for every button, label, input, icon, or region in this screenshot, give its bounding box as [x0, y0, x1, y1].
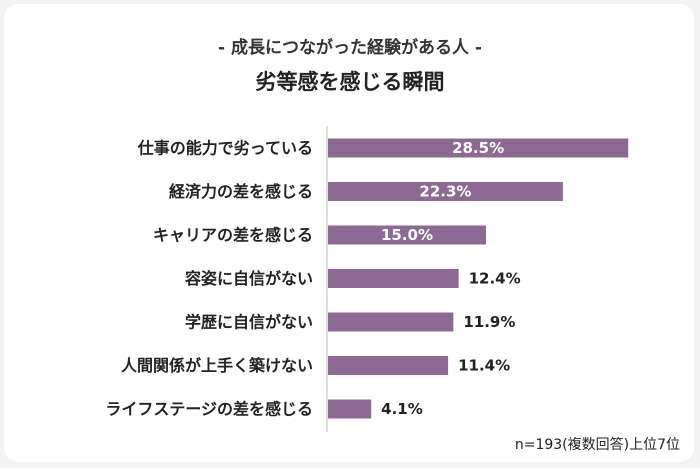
bar	[328, 312, 454, 332]
value-label: 12.4%	[469, 270, 521, 288]
value-label: 11.9%	[463, 313, 515, 331]
category-label: 人間関係が上手く築けない	[121, 356, 313, 375]
value-label: 22.3%	[419, 183, 471, 201]
sample-note: n=193(複数回答)上位7位	[514, 437, 680, 453]
bar	[328, 269, 459, 288]
category-label: 容姿に自信がない	[184, 269, 313, 288]
category-label: 経済力の差を感じる	[169, 182, 313, 201]
value-label: 11.4%	[458, 357, 510, 375]
bar	[328, 356, 449, 375]
bar	[328, 225, 486, 245]
chart-subtitle: - 成長につながった経験がある人 -	[218, 38, 482, 58]
bar	[328, 138, 629, 158]
category-label: ライフステージの差を感じる	[105, 400, 313, 419]
category-label: 学歴に自信がない	[185, 313, 313, 332]
chart-title: 劣等感を感じる瞬間	[255, 70, 445, 94]
value-label: 15.0%	[381, 226, 433, 244]
category-label: 仕事の能力で劣っている	[137, 139, 313, 158]
category-label: キャリアの差を感じる	[153, 226, 313, 245]
value-label: 28.5%	[452, 139, 504, 157]
value-label: 4.1%	[381, 400, 423, 418]
bar	[328, 182, 563, 201]
bar	[328, 399, 372, 419]
